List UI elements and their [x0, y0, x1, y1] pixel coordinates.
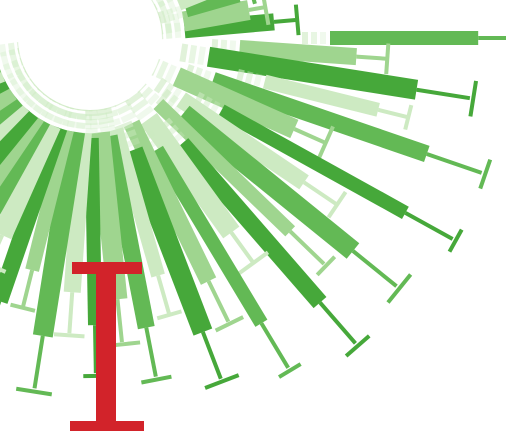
syringe-ray-icon	[10, 101, 80, 313]
syringe-ray-icon	[157, 0, 257, 24]
red-syringe-accent	[70, 262, 144, 431]
syringe-ray-icon	[236, 68, 414, 131]
syringe-ray-icon	[137, 122, 302, 379]
syringe-ray-icon	[179, 43, 479, 117]
syringe-ray-icon	[155, 88, 413, 304]
red-syringe-barrel	[96, 262, 116, 430]
syringe-ray-icon	[302, 31, 506, 45]
syringe-ray-icon	[125, 90, 270, 276]
syringe-ray-icon	[157, 117, 371, 358]
red-syringe-bottom-flange	[70, 421, 144, 431]
hub-circle	[18, 0, 162, 110]
syringe-ray-icon	[134, 80, 337, 277]
syringe-rays-group	[0, 0, 506, 397]
syringe-ray-icon	[147, 57, 335, 161]
